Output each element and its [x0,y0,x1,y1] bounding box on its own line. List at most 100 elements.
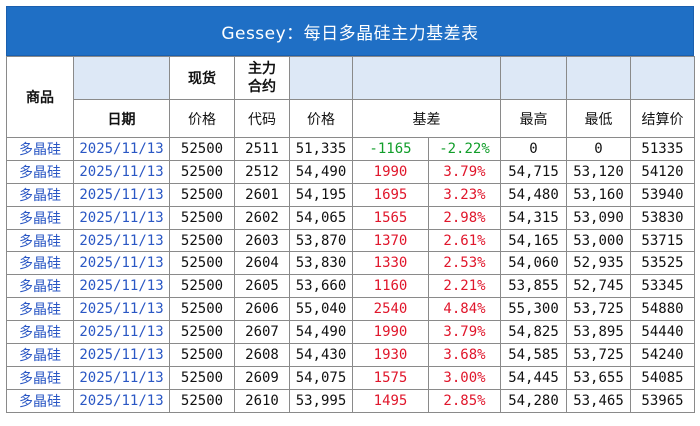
cell-high: 54,825 [500,320,567,345]
cell-price: 53,830 [289,251,353,276]
cell-date: 2025/11/13 [73,388,170,413]
table-row: 多晶硅 2025/11/13 52500 2512 54,490 1990 3.79% 54,… [6,159,695,184]
cell-code: 2608 [234,343,290,367]
cell-code: 2606 [234,297,290,322]
cell-basis-pct: 2.21% [428,274,501,299]
cell-commodity: 多晶硅 [6,159,74,184]
header-spot-price: 价格 [169,99,235,138]
header-blank [352,56,501,100]
cell-price: 54,065 [289,205,353,230]
cell-low: 53,655 [566,365,631,390]
cell-spot-price: 52500 [169,320,235,345]
cell-commodity: 多晶硅 [6,205,74,230]
cell-price: 54,430 [289,343,353,367]
cell-low: 53,465 [566,388,631,413]
cell-spot-price: 52500 [169,228,235,253]
cell-commodity: 多晶硅 [6,251,74,276]
cell-date: 2025/11/13 [73,228,170,253]
cell-commodity: 多晶硅 [6,228,74,253]
cell-basis-pct: 2.98% [428,205,501,230]
cell-high: 54,715 [500,159,567,184]
cell-code: 2603 [234,228,290,253]
basis-table-frame: Gessey：每日多晶硅主力基差表 商品 现货 主力合约 日期 价格 代码 [6,6,695,422]
cell-code: 2610 [234,388,290,413]
cell-settle: 54120 [630,159,695,184]
cell-settle: 54440 [630,320,695,345]
table-row: 多晶硅 2025/11/13 52500 2603 53,870 1370 2.61% 54,… [6,228,695,253]
header-row-1: 商品 现货 主力合约 [6,56,695,138]
cell-price: 54,195 [289,182,353,207]
cell-high: 54,585 [500,343,567,367]
cell-commodity: 多晶硅 [6,343,74,367]
cell-high: 54,165 [500,228,567,253]
header-commodity: 商品 [6,56,74,138]
cell-price: 53,995 [289,388,353,413]
cell-low: 53,725 [566,343,631,367]
cell-low: 53,160 [566,182,631,207]
cell-settle: 53345 [630,274,695,299]
header-price: 价格 [289,99,353,138]
cell-spot-price: 52500 [169,388,235,413]
cell-basis: -1165 [352,137,429,161]
table-row: 多晶硅 2025/11/13 52500 2604 53,830 1330 2.53% 54,… [6,251,695,276]
cell-code: 2601 [234,182,290,207]
cell-date: 2025/11/13 [73,251,170,276]
cell-code: 2609 [234,365,290,390]
cell-date: 2025/11/13 [73,274,170,299]
cell-price: 53,660 [289,274,353,299]
header-low: 最低 [566,99,631,138]
cell-spot-price: 52500 [169,365,235,390]
table-row: 多晶硅 2025/11/13 52500 2607 54,490 1990 3.79% 54,… [6,320,695,345]
cell-basis-pct: 4.84% [428,297,501,322]
cell-basis-pct: 3.23% [428,182,501,207]
cell-price: 55,040 [289,297,353,322]
cell-basis: 2540 [352,297,429,322]
cell-spot-price: 52500 [169,251,235,276]
cell-commodity: 多晶硅 [6,297,74,322]
table-row: 多晶硅 2025/11/13 52500 2609 54,075 1575 3.00% 54,… [6,365,695,390]
cell-low: 52,745 [566,274,631,299]
table-row: 多晶硅 2025/11/13 52500 2610 53,995 1495 2.85% 54,… [6,388,695,413]
header-blank [289,56,353,100]
cell-low: 52,935 [566,251,631,276]
header-blank [566,56,631,100]
cell-high: 55,300 [500,297,567,322]
cell-spot-price: 52500 [169,297,235,322]
cell-low: 53,895 [566,320,631,345]
header-blank [500,56,567,100]
header-blank [630,56,695,100]
cell-code: 2607 [234,320,290,345]
header-basis: 基差 [352,99,501,138]
cell-code: 2602 [234,205,290,230]
cell-low: 53,725 [566,297,631,322]
header-blank [73,56,170,100]
basis-table: 商品 现货 主力合约 日期 价格 代码 价格 基差 最高 最低 结算价 多晶硅 2… [6,56,695,413]
cell-price: 53,870 [289,228,353,253]
cell-high: 54,445 [500,365,567,390]
cell-code: 2512 [234,159,290,184]
cell-date: 2025/11/13 [73,365,170,390]
cell-settle: 53965 [630,388,695,413]
cell-settle: 54240 [630,343,695,367]
cell-high: 54,315 [500,205,567,230]
table-row: 多晶硅 2025/11/13 52500 2601 54,195 1695 3.23% 54,… [6,182,695,207]
header-code: 代码 [234,99,290,138]
cell-date: 2025/11/13 [73,320,170,345]
table-row: 多晶硅 2025/11/13 52500 2602 54,065 1565 2.98% 54,… [6,205,695,230]
cell-commodity: 多晶硅 [6,365,74,390]
cell-high: 54,480 [500,182,567,207]
cell-spot-price: 52500 [169,159,235,184]
cell-low: 53,000 [566,228,631,253]
cell-date: 2025/11/13 [73,182,170,207]
cell-settle: 53830 [630,205,695,230]
table-row: 多晶硅 2025/11/13 52500 2608 54,430 1930 3.68% 54,… [6,343,695,367]
cell-spot-price: 52500 [169,205,235,230]
cell-settle: 54880 [630,297,695,322]
cell-settle: 53715 [630,228,695,253]
cell-basis: 1370 [352,228,429,253]
cell-basis: 1160 [352,274,429,299]
cell-low: 0 [566,137,631,161]
header-spot: 现货 [169,56,235,100]
cell-basis: 1990 [352,159,429,184]
cell-high: 53,855 [500,274,567,299]
